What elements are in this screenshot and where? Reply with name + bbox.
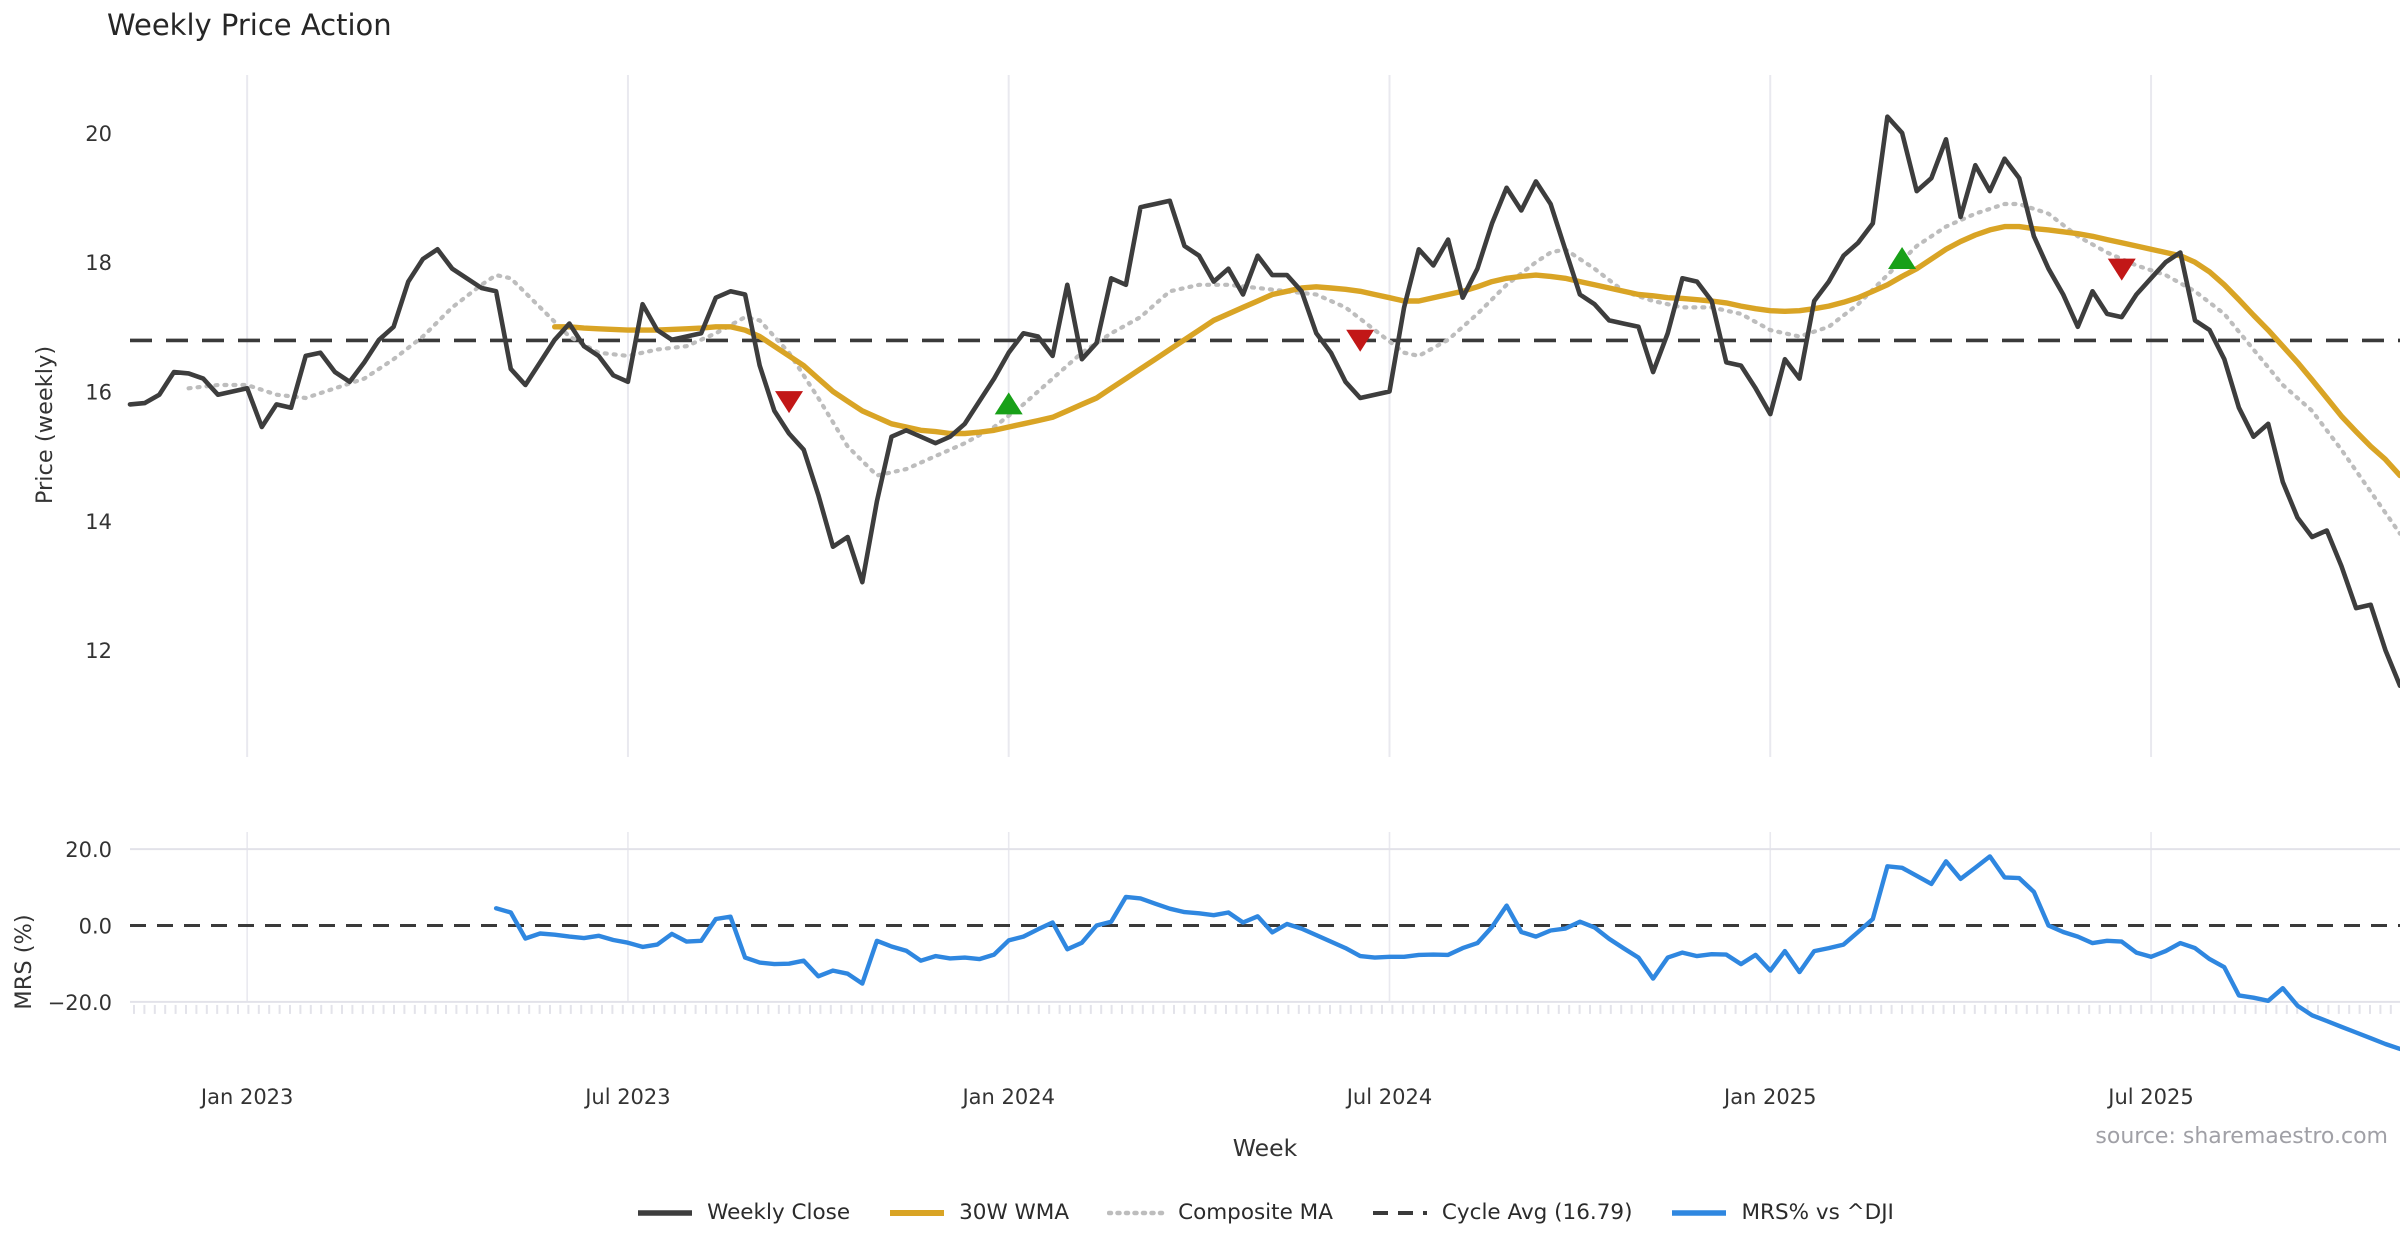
price-ytick-label: 12 — [85, 639, 112, 663]
legend-label: MRS% vs ^DJI — [1741, 1200, 1894, 1225]
x-tick-label: Jan 2023 — [199, 1085, 294, 1109]
wma-line — [552, 223, 2400, 479]
mrs-ytick-label: 0.0 — [79, 915, 112, 939]
sell-signal-icon — [1346, 329, 1375, 352]
buy-signal-icon — [994, 392, 1023, 415]
sell-signal-icon — [2107, 258, 2136, 281]
x-tick-label: Jan 2024 — [960, 1085, 1055, 1109]
price-ytick-label: 20 — [85, 122, 112, 146]
chart-title: Weekly Price Action — [107, 8, 392, 42]
x-tick-label: Jul 2025 — [2106, 1085, 2193, 1109]
price-ytick-label: 18 — [85, 251, 112, 275]
legend-label: 30W WMA — [959, 1200, 1070, 1225]
legend-item-cycle-avg: Cycle Avg (16.79) — [1371, 1200, 1633, 1225]
mrs-line — [493, 854, 2400, 1052]
wma-line-swatch-icon — [890, 1209, 945, 1216]
price-ytick-label: 16 — [85, 380, 112, 404]
legend-label: Composite MA — [1178, 1200, 1333, 1225]
legend-item-weekly-close: Weekly Close — [636, 1200, 850, 1225]
x-tick-label: Jul 2024 — [1345, 1085, 1432, 1109]
mrs-axis-label: MRS (%) — [11, 914, 37, 1010]
composite-ma-line — [186, 201, 2400, 536]
legend-item-30w-wma: 30W WMA — [888, 1200, 1069, 1225]
mrs-line-swatch-icon — [1672, 1209, 1727, 1216]
price-ytick-label: 14 — [85, 510, 112, 534]
x-tick-label: Jan 2025 — [1722, 1085, 1817, 1109]
cycle-avg-line-swatch-icon — [1372, 1210, 1427, 1215]
mrs-ytick-label: −20.0 — [48, 991, 112, 1015]
x-axis-label: Week — [1232, 1134, 1298, 1162]
legend-item-composite-ma: Composite MA — [1107, 1200, 1333, 1225]
x-tick-label: Jul 2023 — [583, 1085, 670, 1109]
weekly-close-line — [127, 114, 2400, 688]
sell-signal-icon — [775, 391, 804, 414]
legend: Weekly Close 30W WMA Composite MA Cycle … — [130, 1200, 2400, 1225]
weekly-close-line-swatch-icon — [638, 1209, 693, 1216]
source-watermark: source: sharemaestro.com — [2095, 1124, 2388, 1149]
price-axis-label: Price (weekly) — [32, 345, 58, 505]
legend-label: Weekly Close — [707, 1200, 851, 1225]
legend-label: Cycle Avg (16.79) — [1441, 1200, 1633, 1225]
mrs-ytick-label: 20.0 — [65, 838, 112, 862]
buy-signal-icon — [1888, 246, 1917, 269]
composite-ma-line-swatch-icon — [1107, 1210, 1166, 1215]
legend-item-mrs: MRS% vs ^DJI — [1670, 1200, 1894, 1225]
